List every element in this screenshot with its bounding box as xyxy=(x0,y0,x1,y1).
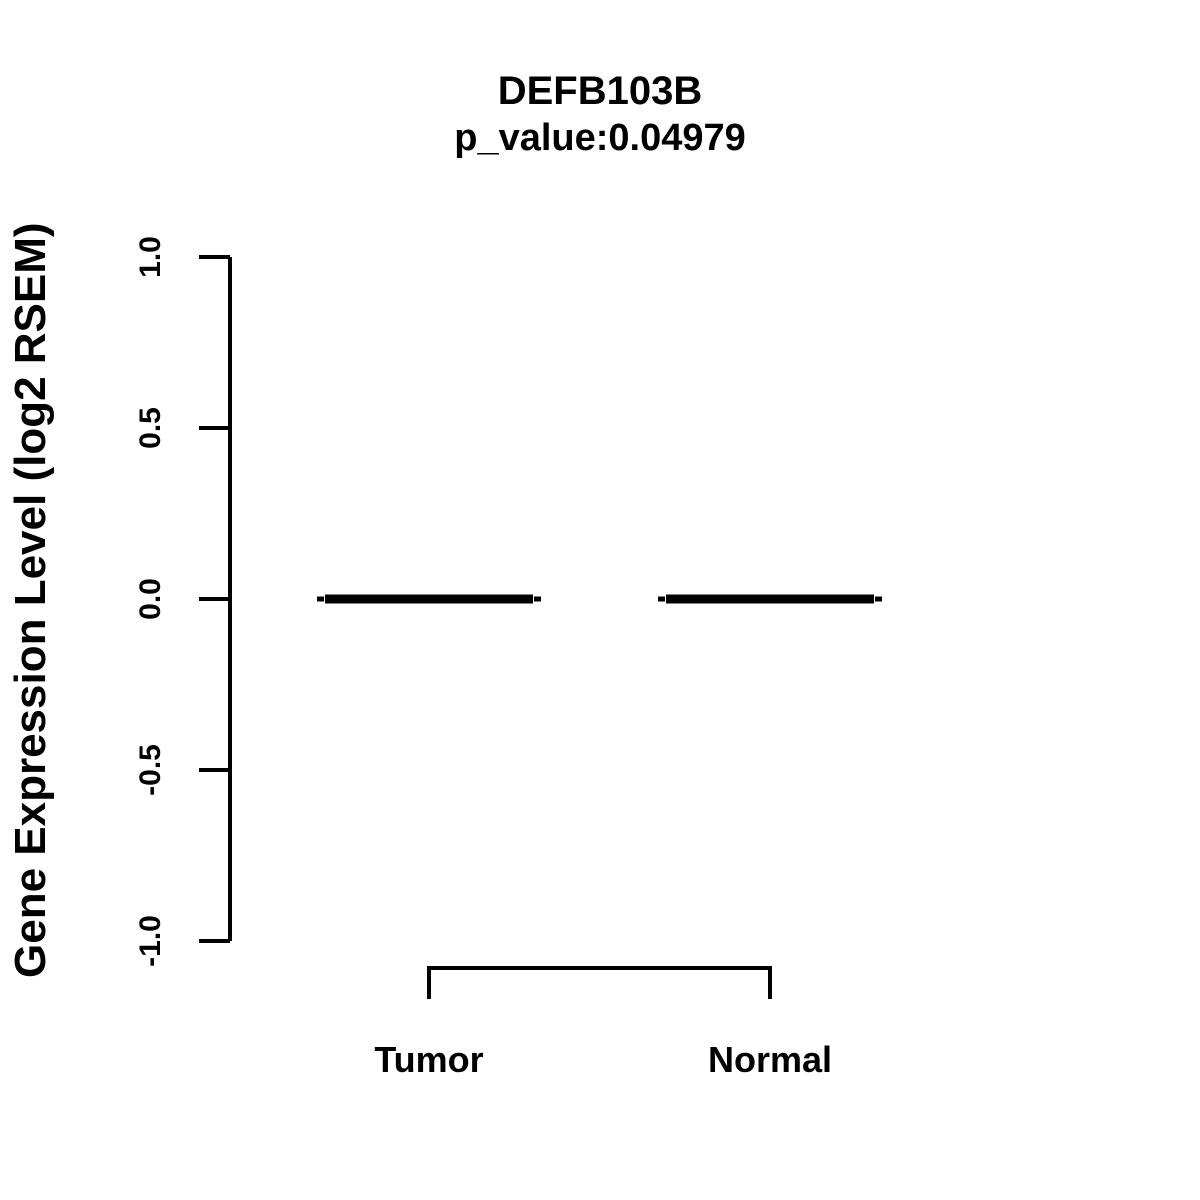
y-axis-tick-label: 0.5 xyxy=(134,407,167,449)
boxplot-series xyxy=(317,594,882,604)
y-axis-tick-label: -0.5 xyxy=(134,744,167,796)
whisker-cap-left xyxy=(658,596,665,602)
whisker-cap-right xyxy=(875,596,882,602)
whisker-cap-left xyxy=(317,596,324,602)
whisker-cap-right xyxy=(534,596,541,602)
median-line xyxy=(666,594,874,604)
y-axis-tick-label: 1.0 xyxy=(134,236,167,278)
x-category-label-normal: Normal xyxy=(708,1039,832,1080)
median-line xyxy=(325,594,533,604)
boxplot-group-normal xyxy=(658,594,882,604)
y-axis-tick-label: 0.0 xyxy=(134,578,167,620)
boxplot-group-tumor xyxy=(317,594,541,604)
comparison-bracket xyxy=(427,966,772,999)
chart-title: DEFB103B xyxy=(497,69,703,113)
y-axis: -1.0 -0.5 0.0 0.5 1.0 xyxy=(134,236,232,967)
annotations: Tumor Normal xyxy=(374,966,832,1080)
y-axis-tick-label: -1.0 xyxy=(134,915,167,967)
chart-subtitle-pvalue: p_value:0.04979 xyxy=(454,117,746,159)
x-category-label-tumor: Tumor xyxy=(374,1039,483,1080)
